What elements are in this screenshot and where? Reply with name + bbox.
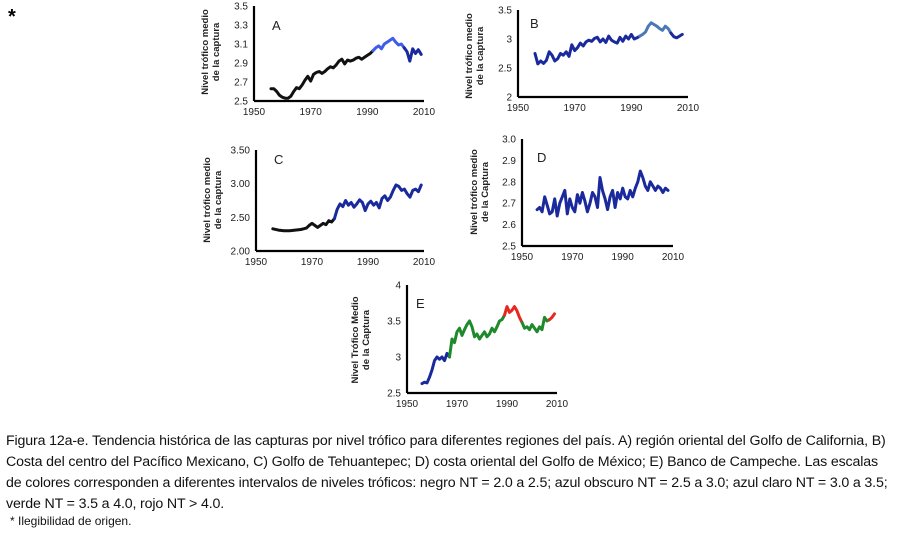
x-tick-label: 2010 — [413, 257, 436, 268]
figure-caption: Figura 12a-e. Tendencia histórica de las… — [6, 433, 888, 512]
y-tick-label: 2.00 — [231, 247, 251, 258]
chart-panel-e: 2.5 3 3.5 4 1950 1970 1990 2010 E Nivel Trófico M… — [346, 278, 596, 418]
y-axis-title: Nivel Trófico Medio de la Captura — [350, 296, 372, 383]
y-tick-label: 3.5 — [498, 6, 512, 17]
x-tick-label: 1990 — [357, 257, 380, 268]
y-tick-label: 3.3 — [234, 21, 248, 32]
chart-c-svg: 2.00 2.50 3.00 3.50 1950 1970 1990 2010 C Nivel t… — [202, 146, 436, 269]
y-axis-title-line: de la Captura — [361, 309, 372, 370]
series-segment-rojo — [503, 305, 524, 324]
panel-letter: A — [272, 18, 281, 33]
y-tick-label: 3 — [395, 353, 401, 364]
x-tick-label: 1950 — [511, 252, 534, 263]
panel-letter: E — [416, 296, 425, 311]
x-tick-label: 1970 — [446, 399, 469, 410]
chart-a-svg: 2.5 2.7 2.9 3.1 3.3 3.5 1950 1970 1990 2010 A Nivel… — [200, 2, 436, 119]
y-tick-label: 3.5 — [387, 317, 401, 328]
x-tick-label: 1990 — [356, 107, 379, 118]
y-axis-title: Nivel trófico medio de la Captura — [469, 149, 491, 235]
x-tick-label: 1950 — [245, 257, 268, 268]
y-tick-label: 4 — [395, 281, 401, 292]
y-axis-title-line: de la captura — [213, 170, 224, 229]
footnote: * Ilegibilidad de origen. — [10, 514, 132, 528]
chart-d-svg: 2.5 2.6 2.7 2.8 2.9 3.0 1950 1970 1990 2010 D Nivel… — [469, 135, 685, 264]
y-axis-title-line: Nivel trófico medio — [464, 13, 475, 99]
x-tick-label: 2010 — [662, 252, 685, 263]
chart-panel-b: 2 2.5 3 3.5 1950 1970 1990 2010 B Nivel trófico m… — [460, 0, 710, 125]
panel-letter: B — [530, 16, 539, 31]
y-tick-label: 2.50 — [231, 213, 251, 224]
y-axis-title-line: Nivel trófico medio — [469, 149, 480, 235]
y-tick-label: 3.5 — [234, 2, 248, 13]
y-tick-label: 3.1 — [234, 40, 248, 51]
series-segment-azul-obscuro — [669, 31, 684, 40]
chart-panel-d: 2.5 2.6 2.7 2.8 2.9 3.0 1950 1970 1990 2010 D Nivel… — [465, 132, 715, 272]
series-segment-acero — [638, 21, 673, 38]
series-segment-negro — [271, 217, 336, 233]
y-tick-label: 3.00 — [231, 179, 251, 190]
x-tick-label: 1950 — [396, 399, 419, 410]
y-tick-label: 2 — [506, 93, 512, 104]
x-tick-label: 2010 — [546, 399, 569, 410]
series-segment-verde — [448, 313, 506, 359]
y-axis-title: Nivel trófico medio de la captura — [202, 157, 224, 243]
y-tick-label: 3 — [506, 35, 512, 46]
series-segment-verde — [520, 315, 551, 334]
y-axis-title-line: de la captura — [211, 22, 222, 81]
x-tick-label: 1970 — [564, 103, 587, 114]
chart-b-svg: 2 2.5 3 3.5 1950 1970 1990 2010 B Nivel trófico m… — [464, 6, 700, 115]
x-tick-label: 1950 — [507, 103, 530, 114]
series-segment-azul-obscuro — [420, 351, 451, 386]
x-tick-label: 1970 — [561, 252, 584, 263]
panel-letter: D — [537, 150, 546, 165]
x-tick-label: 1990 — [620, 103, 643, 114]
x-tick-label: 1970 — [300, 107, 323, 118]
y-tick-label: 2.6 — [502, 220, 516, 231]
y-axis-title-line: de la captura — [475, 26, 486, 85]
y-axis-title-line: Nivel Trófico Medio — [350, 296, 361, 383]
series-segment-azul-obscuro — [535, 169, 670, 218]
y-axis-title: Nivel trófico medio de la captura — [200, 9, 222, 95]
y-axis-title: Nivel trófico medio de la captura — [464, 13, 486, 99]
x-tick-label: 2010 — [677, 103, 700, 114]
chart-panel-c: 2.00 2.50 3.00 3.50 1950 1970 1990 2010 C Nivel t… — [196, 138, 446, 273]
y-tick-label: 2.9 — [502, 156, 516, 167]
y-tick-label: 2.7 — [502, 199, 516, 210]
series-segment-azul-obscuro — [332, 183, 423, 221]
series-segment-azul-obscuro — [533, 32, 642, 66]
x-tick-label: 1950 — [243, 107, 266, 118]
x-tick-label: 2010 — [413, 107, 436, 118]
chart-panel-a: 2.5 2.7 2.9 3.1 3.3 3.5 1950 1970 1990 2010 A Nivel… — [196, 0, 446, 125]
y-tick-label: 2.5 — [234, 97, 248, 108]
series-segment-azul-claro — [371, 36, 406, 53]
y-tick-label: 3.0 — [502, 135, 516, 146]
chart-e-svg: 2.5 3 3.5 4 1950 1970 1990 2010 E Nivel Trófico M… — [350, 281, 569, 411]
y-axis-title-line: de la Captura — [480, 161, 491, 222]
y-tick-label: 2.7 — [234, 78, 248, 89]
y-tick-label: 2.5 — [502, 242, 516, 253]
x-tick-label: 1970 — [301, 257, 324, 268]
page-marker-asterisk: * — [8, 6, 16, 28]
y-tick-label: 3.50 — [231, 146, 251, 157]
panel-letter: C — [274, 152, 283, 167]
y-tick-label: 2.8 — [502, 177, 516, 188]
y-axis-title-line: Nivel trófico medio — [200, 9, 211, 95]
y-axis-title-line: Nivel trófico medio — [202, 157, 213, 243]
x-tick-label: 1990 — [612, 252, 635, 263]
x-tick-label: 1990 — [496, 399, 519, 410]
y-tick-label: 2.5 — [387, 389, 401, 400]
y-tick-label: 2.5 — [498, 64, 512, 75]
series-segment-azul-obscuro — [402, 46, 423, 63]
series-segment-negro — [269, 49, 375, 100]
series-segment-rojo — [548, 312, 556, 322]
y-tick-label: 2.9 — [234, 59, 248, 70]
